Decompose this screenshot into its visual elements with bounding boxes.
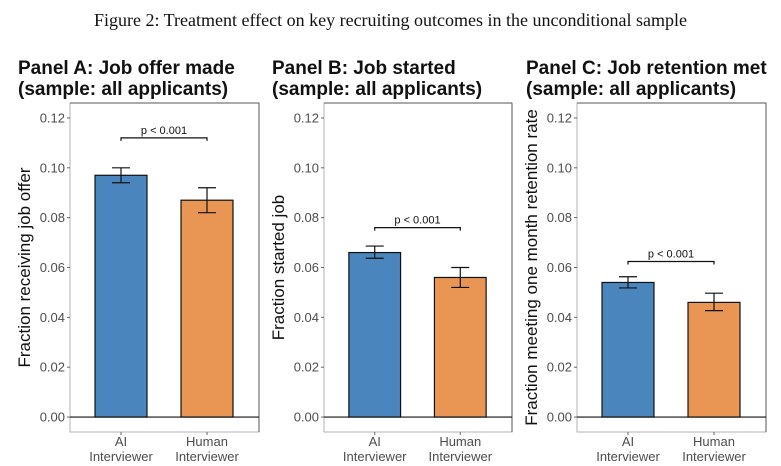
panel-b-p-value-label: p < 0.001 — [394, 215, 440, 227]
panel-c-p-value-label: p < 0.001 — [648, 249, 694, 261]
panel-a-xtick-label-line1: Human — [186, 434, 228, 449]
panel-a-ytick-label: 0.06 — [40, 260, 65, 275]
panel-a-p-value-label: p < 0.001 — [141, 125, 187, 137]
panel-b-ytick-label: 0.02 — [294, 360, 319, 375]
panel-c-ytick-label: 0.02 — [547, 360, 572, 375]
panel-a-bar-human — [180, 199, 234, 418]
panel-a-ytick-label: 0.02 — [40, 360, 65, 375]
panel-a-y-axis-label: Fraction receiving job offer — [15, 167, 34, 367]
panel-a-xtick-label-line1: AI — [115, 434, 127, 449]
panel-b-xtick-label-line1: AI — [369, 434, 381, 449]
panel-a-title-line2: (sample: all applicants) — [18, 79, 229, 100]
panel-a-bar-ai — [94, 174, 148, 418]
panel-b-ytick-label: 0.10 — [294, 160, 319, 175]
panel-b-ytick-label: 0.04 — [294, 310, 319, 325]
panel-b-bar-ai — [348, 251, 402, 418]
panel-b-ytick-label: 0.00 — [294, 410, 319, 425]
panel-b-bar-human — [433, 276, 487, 418]
panel-c-title-line2: (sample: all applicants) — [526, 79, 737, 100]
panel-a-ytick-label: 0.12 — [40, 110, 65, 125]
panel-b-title-line2: (sample: all applicants) — [272, 79, 483, 100]
panel-c-title: Panel C: Job retention met (sample: all … — [526, 58, 767, 100]
panel-c-bar-human — [687, 301, 741, 418]
panel-b-y-axis-label: Fraction started job — [269, 195, 288, 341]
panel-a-title: Panel A: Job offer made (sample: all app… — [18, 58, 235, 100]
panel-b-ytick-label: 0.06 — [294, 260, 319, 275]
panel-b-ytick-label: 0.12 — [294, 110, 319, 125]
panel-b-xtick-label-line2: Interviewer — [428, 449, 492, 464]
panel-c-ytick-label: 0.10 — [547, 160, 572, 175]
panel-c-ytick-label: 0.12 — [547, 110, 572, 125]
panel-b-ytick-label: 0.08 — [294, 210, 319, 225]
panel-a-ytick-label: 0.10 — [40, 160, 65, 175]
panel-b-xtick-label-line1: Human — [439, 434, 481, 449]
panel-a-xtick-label-line2: Interviewer — [175, 449, 239, 464]
panel-a-significance-bracket — [120, 137, 208, 141]
panel-c-ytick-label: 0.08 — [547, 210, 572, 225]
panel-a-ytick-label: 0.00 — [40, 410, 65, 425]
panel-b-title: Panel B: Job started (sample: all applic… — [272, 58, 482, 100]
panel-c-xtick-label-line2: Interviewer — [682, 449, 746, 464]
panel-a-xtick-label-line2: Interviewer — [89, 449, 153, 464]
panel-a-ytick-label: 0.04 — [40, 310, 65, 325]
panel-c-xtick-label-line2: Interviewer — [596, 449, 660, 464]
panel-c-xtick-label-line1: Human — [693, 434, 735, 449]
panel-b-xtick-label-line2: Interviewer — [343, 449, 407, 464]
panel-c-significance-bracket — [627, 260, 715, 265]
panel-b-title-line1: Panel B: Job started — [272, 58, 456, 79]
panel-c-title-line1: Panel C: Job retention met — [526, 58, 767, 79]
panel-b-significance-bracket — [374, 227, 461, 231]
figure-title: Figure 2: Treatment effect on key recrui… — [93, 10, 688, 30]
panel-a-title-line1: Panel A: Job offer made — [18, 58, 235, 79]
panel-c-ytick-label: 0.00 — [547, 410, 572, 425]
panel-c-bar-ai — [601, 281, 655, 418]
panel-c-y-axis-label: Fraction meeting one month retention rat… — [522, 109, 541, 426]
panel-a-ytick-label: 0.08 — [40, 210, 65, 225]
panel-c-ytick-label: 0.06 — [547, 260, 572, 275]
panel-c-xtick-label-line1: AI — [622, 434, 634, 449]
panel-c-ytick-label: 0.04 — [547, 310, 572, 325]
